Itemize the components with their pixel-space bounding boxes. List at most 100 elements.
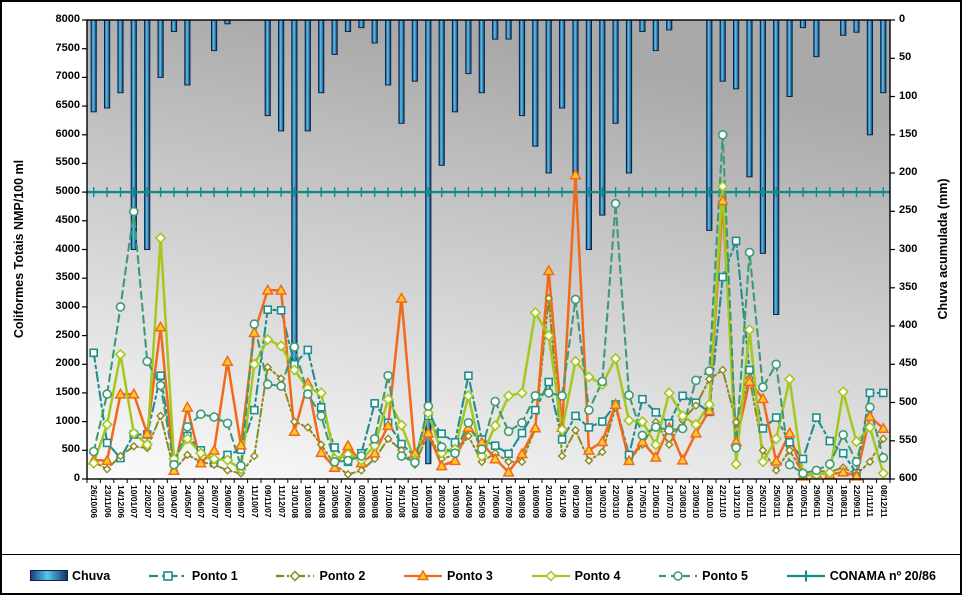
legend-label: Ponto 5	[702, 568, 749, 583]
rain-bar	[90, 19, 97, 113]
rain-bar	[451, 19, 459, 113]
x-axis-tick-label: 25/02/11	[758, 485, 769, 518]
rain-bar	[532, 19, 539, 147]
x-axis-tick-label: 13/12/10	[731, 485, 742, 519]
y-right-tick-label: 150	[899, 127, 918, 140]
x-axis-tick-label: 18/08/11	[838, 485, 849, 518]
legend-label: CONAMA nº 20/86	[829, 568, 936, 583]
rain-bar	[425, 19, 432, 465]
x-axis-tick-label: 16/07/09	[504, 485, 515, 519]
legend-item-ponto-2: Ponto 2	[275, 569, 365, 583]
rain-bar	[813, 19, 820, 58]
rain-bar	[719, 19, 726, 82]
y-left-tick-label: 7500	[55, 41, 80, 54]
x-axis-tick-label: 24/04/09	[463, 485, 474, 519]
legend-item-conama-n-20-86: CONAMA nº 20/86	[786, 569, 936, 583]
rain-bar	[358, 19, 365, 29]
x-axis-tick-label: 22/09/11	[852, 485, 863, 518]
x-axis-tick-label: 26/07/07	[209, 485, 220, 519]
x-axis-tick-label: 31/01/08	[289, 485, 300, 519]
y-right-tick-label: 250	[899, 204, 918, 217]
x-axis-tick-label: 17/10/08	[383, 485, 394, 519]
y-left-tick-label: 1000	[55, 414, 80, 427]
legend-label: Ponto 4	[574, 568, 621, 583]
x-axis-tick-label: 23/09/10	[691, 485, 702, 519]
rain-bar	[478, 19, 485, 94]
rain-bar	[278, 19, 285, 132]
x-axis-tick-label: 29/08/07	[223, 485, 234, 519]
y-left-tick-label: 3000	[55, 299, 80, 312]
x-axis-tick-label: 21/06/10	[651, 485, 662, 519]
rain-bar-swatch	[30, 570, 68, 581]
x-axis-tick-label: 11/12/07	[276, 485, 287, 518]
rain-bar	[331, 19, 338, 55]
x-axis-tick-label: 29/06/11	[811, 485, 822, 518]
y-right-tick-label: 400	[899, 319, 918, 331]
y-left-tick-label: 5000	[55, 185, 80, 198]
legend-label: Chuva	[72, 568, 111, 583]
rain-bar	[625, 19, 633, 174]
rain-bar	[880, 19, 887, 94]
y-left-tick-label: 4000	[55, 242, 80, 255]
rain-bar	[505, 19, 512, 40]
rain-bar	[304, 19, 311, 132]
rain-bar	[559, 19, 566, 109]
x-axis-tick-label: 26/09/07	[236, 485, 247, 519]
x-axis-tick-label: 18/04/08	[316, 485, 327, 519]
legend-label: Ponto 3	[447, 568, 493, 583]
rain-bar	[585, 19, 592, 250]
x-axis-tick-label: 16/11/09	[557, 485, 568, 518]
y-left-tick-label: 8000	[55, 13, 80, 25]
rain-bar	[398, 19, 405, 124]
x-axis-tick-label: 19/02/10	[597, 485, 608, 519]
rain-bar	[773, 19, 780, 315]
rain-bar	[170, 19, 178, 32]
x-axis-tick-label: 21/07/10	[664, 485, 675, 519]
x-axis-tick-label: 20/01/11	[744, 485, 755, 518]
y-right-tick-label: 0	[899, 13, 906, 25]
y-left-tick-label: 2500	[55, 328, 80, 341]
rain-bar	[264, 19, 271, 117]
legend-item-ponto-4: Ponto 4	[531, 568, 621, 583]
rain-bar	[639, 19, 646, 32]
x-axis-tick-label: 22/02/07	[142, 485, 153, 519]
rain-bar	[518, 19, 526, 117]
rain-bar	[371, 19, 378, 44]
rain-bar	[733, 19, 740, 90]
x-axis-tick-label: 19/04/07	[169, 485, 180, 519]
rain-bar	[465, 19, 472, 75]
legend-item-ponto-3: Ponto 3	[403, 569, 493, 583]
x-axis-tick-label: 22/11/10	[718, 485, 729, 518]
x-axis-tick-label: 17/06/09	[490, 485, 501, 519]
rain-bar	[411, 19, 418, 82]
y-left-tick-label: 6000	[55, 127, 80, 140]
y-left-tick-label: 500	[61, 443, 80, 456]
rain-bar	[184, 19, 191, 86]
y-left-tick-label: 4500	[55, 213, 80, 226]
rain-bar	[706, 19, 713, 231]
rain-bar	[438, 19, 445, 166]
x-axis-tick-label: 22/03/07	[156, 485, 167, 519]
rain-bar	[318, 19, 325, 94]
legend-separator	[2, 554, 960, 555]
x-axis-tick-label: 19/09/08	[370, 485, 381, 519]
x-axis-tick-label: 22/03/10	[611, 485, 622, 519]
y-left-tick-label: 7000	[55, 70, 80, 83]
x-axis-tick-label: 14/05/09	[477, 485, 488, 519]
y-right-tick-label: 100	[899, 89, 918, 102]
x-axis-tick-label: 25/03/11	[771, 485, 782, 518]
x-axis-tick-label: 26/11/08	[397, 485, 407, 518]
rain-bar	[157, 19, 164, 78]
rain-bar	[572, 19, 579, 178]
series-line	[92, 133, 885, 475]
rain-bar	[759, 19, 766, 254]
x-axis-tick-label: 27/06/08	[343, 485, 354, 519]
y-left-tick-label: 0	[73, 472, 80, 484]
x-axis-tick-label: 17/05/10	[637, 485, 648, 519]
x-axis-tick-label: 16/09/09	[530, 485, 541, 519]
legend-item-chuva: Chuva	[30, 569, 110, 583]
x-axis-tick-label: 21/11/11	[865, 485, 876, 518]
y-right-tick-label: 600	[899, 472, 918, 484]
x-axis-tick-label: 24/05/07	[182, 485, 193, 519]
